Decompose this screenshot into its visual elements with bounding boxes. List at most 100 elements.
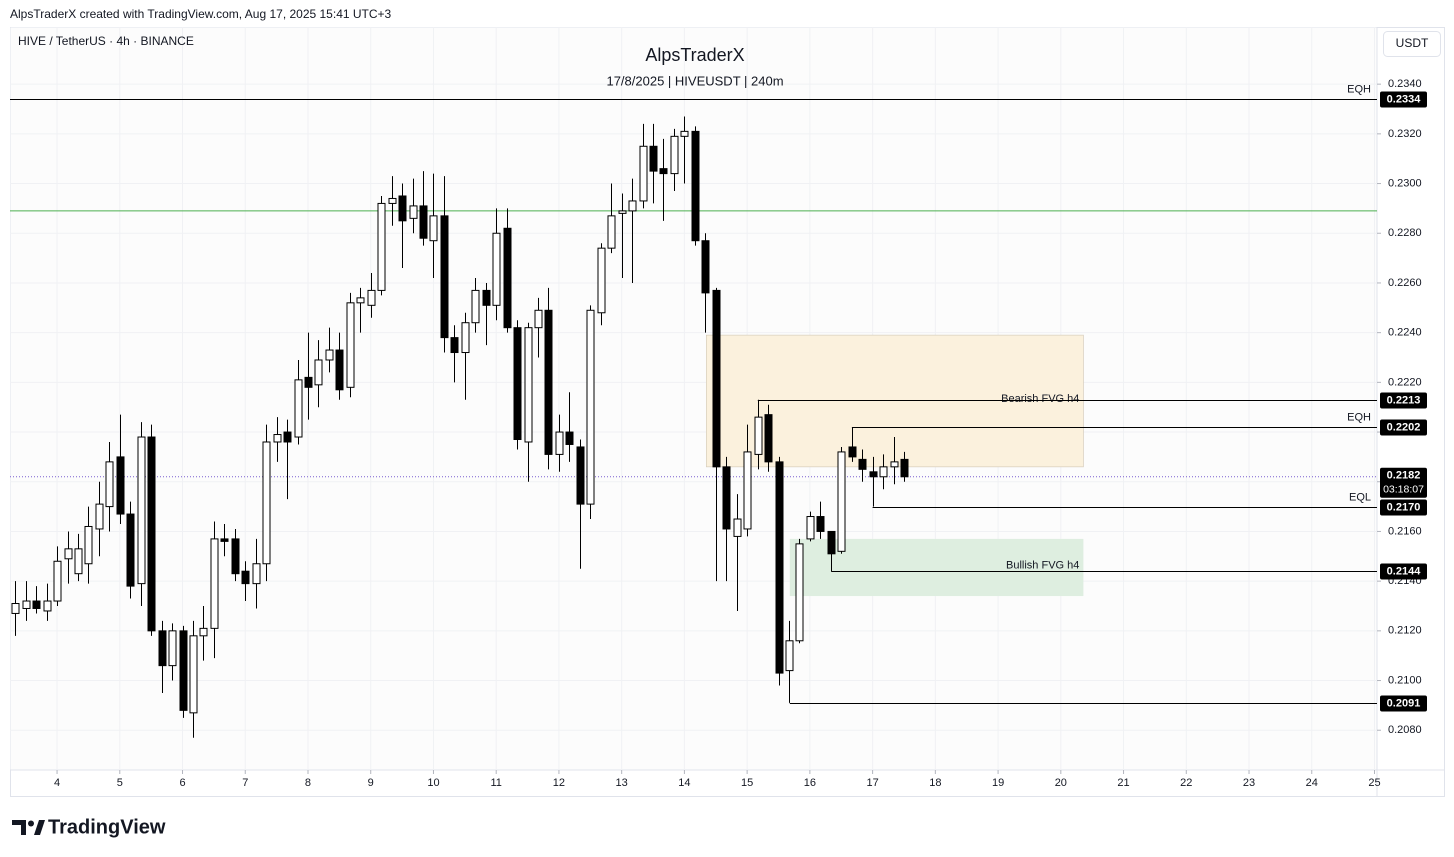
last-price-label: 0.2182 — [1387, 470, 1421, 482]
candle-body — [503, 227, 512, 329]
countdown: 03:18:07 — [1383, 484, 1424, 496]
candle-body — [691, 130, 700, 242]
y-tick-label: 0.2240 — [1388, 327, 1422, 339]
x-tick-label: 4 — [54, 777, 60, 789]
candle-body — [241, 570, 250, 585]
candle-body — [754, 416, 763, 455]
candle-body — [565, 431, 574, 445]
candle-body — [147, 436, 156, 632]
price-label-box — [1380, 91, 1427, 108]
x-tick-label: 16 — [804, 777, 816, 789]
logo: TradingView — [48, 816, 166, 838]
x-tick-label: 25 — [1368, 777, 1380, 789]
logo-shape — [28, 820, 34, 827]
candle-body — [11, 603, 20, 614]
candle-body — [764, 414, 773, 463]
attribution: AlpsTraderX created with TradingView.com… — [10, 7, 392, 21]
candle-body — [231, 538, 240, 575]
candle-body — [890, 461, 899, 468]
zone-label: Bullish FVG h4 — [1006, 559, 1079, 571]
y-tick-label: 0.2280 — [1388, 227, 1422, 239]
price-label-box — [1380, 392, 1427, 409]
candle-body — [534, 309, 543, 329]
logo-shape — [12, 820, 26, 835]
candle-body — [795, 543, 804, 642]
candle-body — [639, 145, 648, 202]
candle-body — [429, 215, 438, 242]
candle-body — [273, 434, 282, 443]
y-tick-label: 0.2160 — [1388, 525, 1422, 537]
candle-body — [398, 195, 407, 222]
candle-body — [576, 446, 585, 505]
candle-body — [869, 471, 878, 478]
candle-body — [356, 297, 365, 304]
x-tick-label: 6 — [179, 777, 185, 789]
price-label: 0.2213 — [1387, 394, 1421, 406]
candle-body — [105, 461, 114, 508]
candle-body — [461, 322, 470, 354]
price-label-box — [1380, 419, 1427, 436]
x-tick-label: 12 — [553, 777, 565, 789]
candle-body — [628, 200, 637, 212]
candle-body — [409, 205, 418, 219]
x-tick-label: 17 — [866, 777, 878, 789]
candle-body — [189, 635, 198, 714]
candle-body — [179, 630, 188, 711]
candle-body — [785, 640, 794, 672]
candle-body — [335, 349, 344, 391]
candle-body — [95, 503, 104, 530]
level-label: EQL — [1349, 491, 1371, 503]
candle-body — [126, 513, 135, 587]
candle-body — [607, 215, 616, 249]
candle-body — [440, 215, 449, 339]
x-tick-label: 7 — [242, 777, 248, 789]
candle-body — [419, 205, 428, 239]
candle-body — [524, 327, 533, 443]
candle-body — [471, 289, 480, 324]
currency[interactable]: USDT — [1396, 36, 1429, 50]
x-tick-label: 21 — [1117, 777, 1129, 789]
candle-body — [670, 135, 679, 175]
currency-button[interactable] — [1383, 31, 1441, 57]
x-tick-label: 20 — [1055, 777, 1067, 789]
candle-body — [168, 630, 177, 667]
x-tick-label: 22 — [1180, 777, 1192, 789]
candle-body — [116, 456, 125, 515]
candle-body — [64, 548, 73, 560]
level-label: EQH — [1347, 83, 1371, 95]
candle-body — [199, 627, 208, 637]
candle-body — [618, 210, 627, 214]
candle-body — [827, 530, 836, 555]
last-price-box — [1380, 467, 1427, 498]
candle-body — [775, 461, 784, 674]
x-tick-label: 14 — [678, 777, 690, 789]
candle-body — [283, 431, 292, 443]
y-tick-label: 0.2320 — [1388, 128, 1422, 140]
price-label-box — [1380, 563, 1427, 580]
chart-title: AlpsTraderX — [645, 45, 744, 65]
y-tick-label: 0.2120 — [1388, 625, 1422, 637]
candle-body — [513, 327, 522, 441]
marks — [10, 116, 1377, 738]
candle-body — [733, 518, 742, 537]
candle-body — [22, 600, 31, 609]
x-tick-label: 11 — [490, 777, 501, 789]
y-tick-label: 0.2100 — [1388, 674, 1422, 686]
candle-body — [816, 516, 825, 532]
candle-body — [743, 451, 752, 530]
y-tick-label: 0.2260 — [1388, 277, 1422, 289]
candle-body — [158, 630, 167, 667]
x-tick-label: 23 — [1243, 777, 1255, 789]
y-tick-label: 0.2080 — [1388, 724, 1422, 736]
x-tick-label: 19 — [992, 777, 1004, 789]
candle-body — [837, 451, 846, 552]
candle-body — [680, 130, 689, 137]
candle-body — [597, 247, 606, 314]
price-label: 0.2144 — [1387, 565, 1422, 577]
price-label: 0.2334 — [1387, 93, 1422, 105]
candle-body — [377, 202, 386, 291]
y-tick-label: 0.2300 — [1388, 177, 1422, 189]
candle-body — [482, 289, 491, 306]
level-label: EQH — [1347, 411, 1371, 423]
price-label-box — [1380, 499, 1427, 516]
